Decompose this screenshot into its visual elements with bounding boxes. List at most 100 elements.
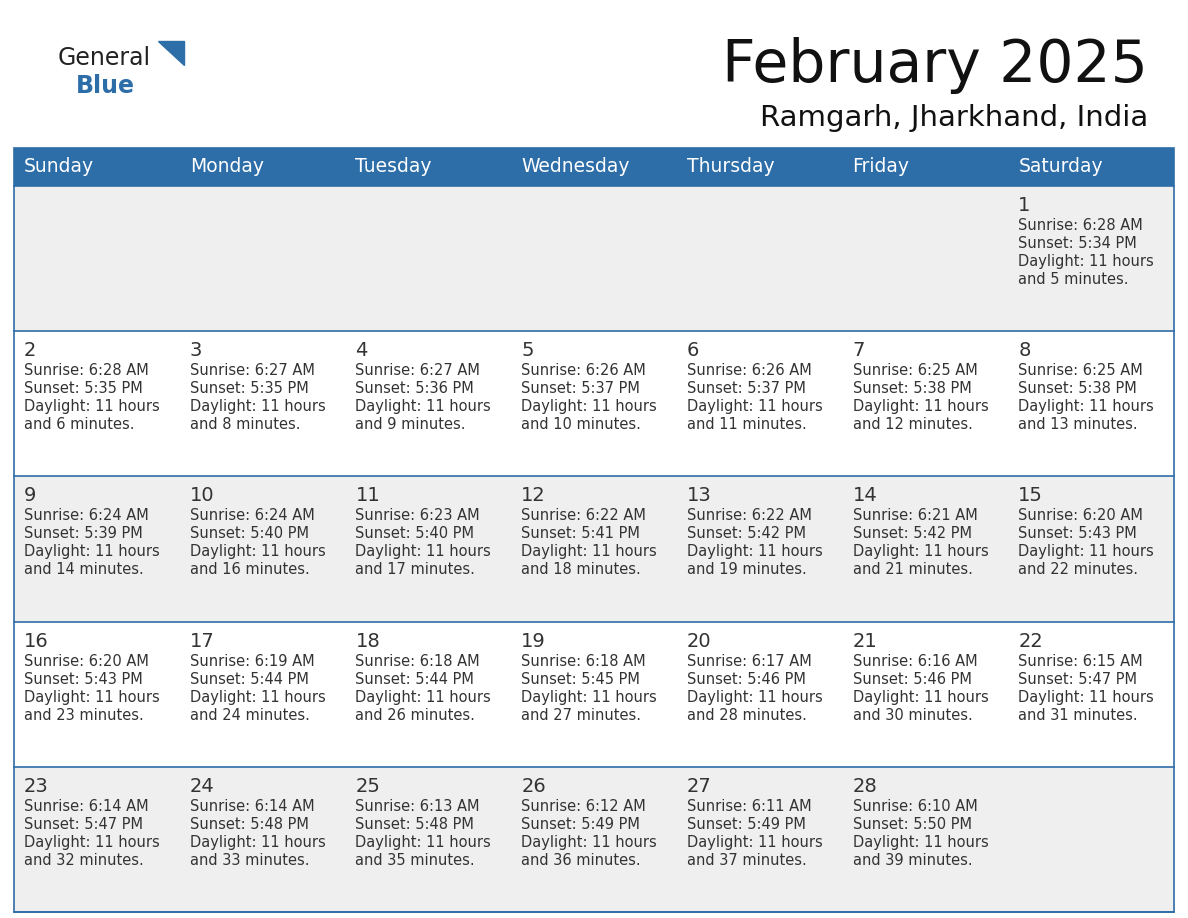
Text: 2: 2 [24, 341, 37, 360]
Text: and 6 minutes.: and 6 minutes. [24, 417, 134, 432]
Text: and 13 minutes.: and 13 minutes. [1018, 417, 1138, 432]
Bar [14, 621, 1174, 767]
Text: Sunset: 5:45 PM: Sunset: 5:45 PM [522, 672, 640, 687]
Text: Sunrise: 6:27 AM: Sunrise: 6:27 AM [190, 364, 315, 378]
Text: and 12 minutes.: and 12 minutes. [853, 417, 973, 432]
Text: Sunrise: 6:18 AM: Sunrise: 6:18 AM [355, 654, 480, 668]
Text: Sunrise: 6:14 AM: Sunrise: 6:14 AM [24, 799, 148, 813]
Text: Sunrise: 6:16 AM: Sunrise: 6:16 AM [853, 654, 978, 668]
Text: and 37 minutes.: and 37 minutes. [687, 853, 807, 868]
Text: 26: 26 [522, 777, 546, 796]
Text: Sunset: 5:49 PM: Sunset: 5:49 PM [687, 817, 805, 832]
Text: Sunset: 5:43 PM: Sunset: 5:43 PM [24, 672, 143, 687]
Text: and 35 minutes.: and 35 minutes. [355, 853, 475, 868]
Text: Sunset: 5:40 PM: Sunset: 5:40 PM [355, 526, 474, 542]
Text: Sunset: 5:41 PM: Sunset: 5:41 PM [522, 526, 640, 542]
Text: 14: 14 [853, 487, 877, 506]
Text: and 17 minutes.: and 17 minutes. [355, 563, 475, 577]
Text: Sunrise: 6:23 AM: Sunrise: 6:23 AM [355, 509, 480, 523]
Polygon shape [158, 41, 184, 65]
Text: and 8 minutes.: and 8 minutes. [190, 417, 301, 432]
Text: 18: 18 [355, 632, 380, 651]
Text: Sunset: 5:47 PM: Sunset: 5:47 PM [24, 817, 143, 832]
Bar [14, 186, 1174, 331]
Bar [14, 148, 1174, 912]
Text: Sunrise: 6:26 AM: Sunrise: 6:26 AM [687, 364, 811, 378]
Text: and 33 minutes.: and 33 minutes. [190, 853, 309, 868]
Text: 12: 12 [522, 487, 546, 506]
Text: Blue: Blue [76, 74, 135, 98]
Text: Daylight: 11 hours: Daylight: 11 hours [687, 834, 822, 850]
Text: Daylight: 11 hours: Daylight: 11 hours [355, 834, 491, 850]
Text: 9: 9 [24, 487, 37, 506]
Text: Sunset: 5:34 PM: Sunset: 5:34 PM [1018, 236, 1137, 251]
Text: Sunrise: 6:22 AM: Sunrise: 6:22 AM [687, 509, 811, 523]
Text: 19: 19 [522, 632, 546, 651]
Text: Daylight: 11 hours: Daylight: 11 hours [853, 689, 988, 705]
Text: Sunset: 5:35 PM: Sunset: 5:35 PM [24, 381, 143, 397]
Text: Sunrise: 6:20 AM: Sunrise: 6:20 AM [24, 654, 148, 668]
Text: Sunset: 5:49 PM: Sunset: 5:49 PM [522, 817, 640, 832]
Text: Daylight: 11 hours: Daylight: 11 hours [1018, 689, 1154, 705]
Text: Daylight: 11 hours: Daylight: 11 hours [1018, 399, 1154, 414]
Text: Sunrise: 6:12 AM: Sunrise: 6:12 AM [522, 799, 646, 813]
Text: 27: 27 [687, 777, 712, 796]
Text: Sunset: 5:47 PM: Sunset: 5:47 PM [1018, 672, 1137, 687]
Text: General: General [58, 46, 151, 70]
Text: Daylight: 11 hours: Daylight: 11 hours [190, 834, 326, 850]
Text: Sunday: Sunday [24, 158, 94, 176]
Text: 5: 5 [522, 341, 533, 360]
Text: Sunrise: 6:20 AM: Sunrise: 6:20 AM [1018, 509, 1143, 523]
Text: and 23 minutes.: and 23 minutes. [24, 708, 144, 722]
Text: Sunset: 5:50 PM: Sunset: 5:50 PM [853, 817, 972, 832]
Text: Sunrise: 6:22 AM: Sunrise: 6:22 AM [522, 509, 646, 523]
Text: February 2025: February 2025 [722, 37, 1148, 94]
Text: 28: 28 [853, 777, 877, 796]
Text: Sunset: 5:44 PM: Sunset: 5:44 PM [190, 672, 309, 687]
Text: Daylight: 11 hours: Daylight: 11 hours [1018, 254, 1154, 269]
Text: Sunrise: 6:24 AM: Sunrise: 6:24 AM [24, 509, 148, 523]
Text: Sunset: 5:42 PM: Sunset: 5:42 PM [687, 526, 805, 542]
Text: Sunrise: 6:21 AM: Sunrise: 6:21 AM [853, 509, 978, 523]
Text: and 19 minutes.: and 19 minutes. [687, 563, 807, 577]
Text: Daylight: 11 hours: Daylight: 11 hours [522, 689, 657, 705]
Text: Sunset: 5:43 PM: Sunset: 5:43 PM [1018, 526, 1137, 542]
Bar [14, 767, 1174, 912]
Text: 22: 22 [1018, 632, 1043, 651]
Text: Sunset: 5:48 PM: Sunset: 5:48 PM [190, 817, 309, 832]
Bar [14, 476, 1174, 621]
Text: Daylight: 11 hours: Daylight: 11 hours [522, 544, 657, 559]
Text: 4: 4 [355, 341, 368, 360]
Text: Daylight: 11 hours: Daylight: 11 hours [24, 399, 159, 414]
Text: Friday: Friday [853, 158, 910, 176]
Text: Daylight: 11 hours: Daylight: 11 hours [355, 544, 491, 559]
Text: Daylight: 11 hours: Daylight: 11 hours [355, 399, 491, 414]
Text: and 22 minutes.: and 22 minutes. [1018, 563, 1138, 577]
Text: Sunrise: 6:10 AM: Sunrise: 6:10 AM [853, 799, 978, 813]
Text: Sunrise: 6:15 AM: Sunrise: 6:15 AM [1018, 654, 1143, 668]
Text: Sunrise: 6:14 AM: Sunrise: 6:14 AM [190, 799, 315, 813]
Text: 16: 16 [24, 632, 49, 651]
Text: Sunset: 5:36 PM: Sunset: 5:36 PM [355, 381, 474, 397]
Text: 24: 24 [190, 777, 215, 796]
Text: Sunrise: 6:19 AM: Sunrise: 6:19 AM [190, 654, 315, 668]
Text: 20: 20 [687, 632, 712, 651]
Text: Sunrise: 6:26 AM: Sunrise: 6:26 AM [522, 364, 646, 378]
Text: 17: 17 [190, 632, 215, 651]
Text: 10: 10 [190, 487, 214, 506]
Text: Wednesday: Wednesday [522, 158, 630, 176]
Text: Sunset: 5:37 PM: Sunset: 5:37 PM [687, 381, 805, 397]
Text: and 10 minutes.: and 10 minutes. [522, 417, 642, 432]
Text: Daylight: 11 hours: Daylight: 11 hours [522, 834, 657, 850]
Text: 11: 11 [355, 487, 380, 506]
Text: Sunset: 5:38 PM: Sunset: 5:38 PM [1018, 381, 1137, 397]
Text: Sunset: 5:38 PM: Sunset: 5:38 PM [853, 381, 972, 397]
Text: Sunrise: 6:17 AM: Sunrise: 6:17 AM [687, 654, 811, 668]
Bar [14, 148, 1174, 186]
Text: 15: 15 [1018, 487, 1043, 506]
Text: and 28 minutes.: and 28 minutes. [687, 708, 807, 722]
Text: and 21 minutes.: and 21 minutes. [853, 563, 973, 577]
Text: Sunrise: 6:24 AM: Sunrise: 6:24 AM [190, 509, 315, 523]
Text: and 5 minutes.: and 5 minutes. [1018, 272, 1129, 287]
Text: Sunset: 5:37 PM: Sunset: 5:37 PM [522, 381, 640, 397]
